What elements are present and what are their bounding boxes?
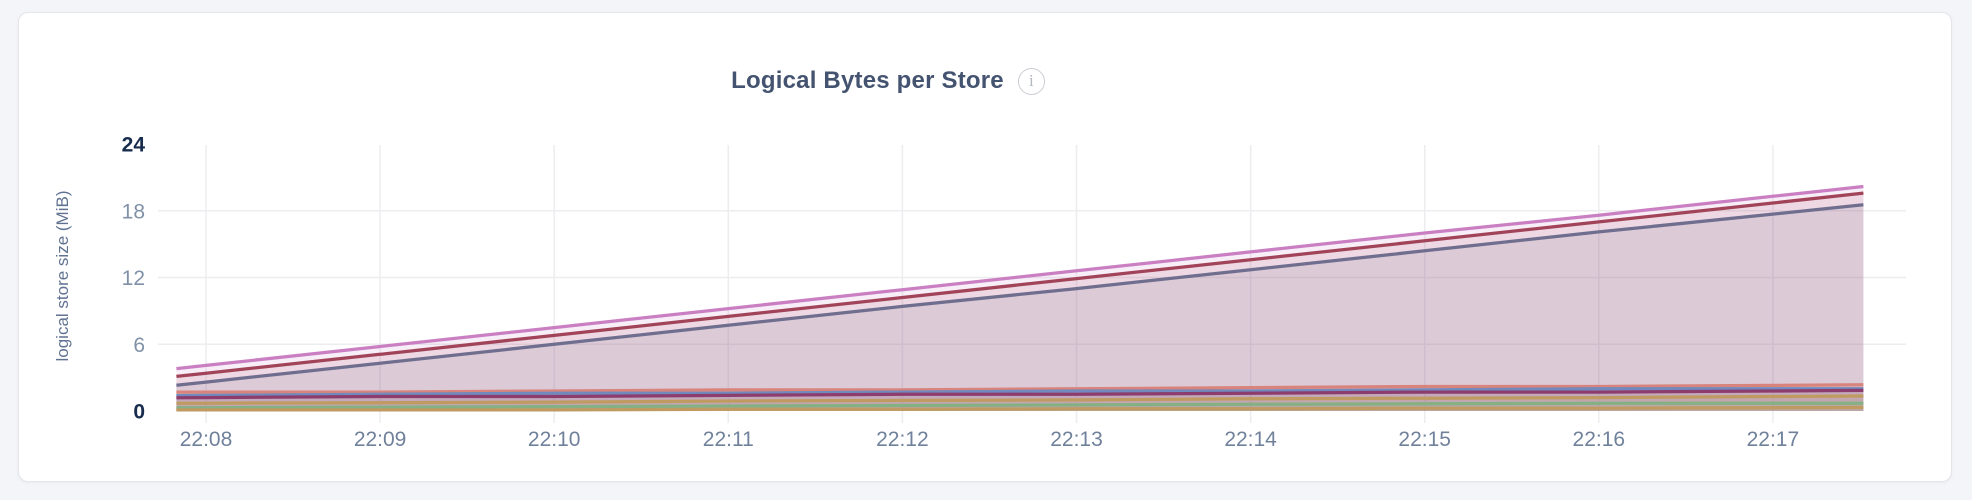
series-lines: [176, 184, 1864, 412]
series-line-store-2: [176, 191, 1864, 379]
x-axis-labels: 22:08 22:09 22:10 22:11 22:12 22:13 22:14 22:15…: [180, 428, 1799, 451]
y-tick-label: 18: [122, 200, 145, 223]
info-icon[interactable]: i: [1017, 67, 1045, 95]
series-line-store-7: [176, 394, 1864, 405]
y-axis-labels: 0 6 12 18 24: [122, 134, 146, 424]
x-tick-label: 22:12: [876, 428, 929, 451]
x-tick-label: 22:11: [703, 428, 754, 451]
x-tick-label: 22:08: [180, 428, 233, 451]
x-tick-label: 22:15: [1398, 428, 1451, 451]
y-tick-label: 12: [122, 267, 145, 290]
chart-header: Logical Bytes per Store i: [0, 65, 1854, 97]
x-tick-label: 22:09: [354, 428, 407, 451]
series-line-store-4: [176, 383, 1864, 394]
gridlines: [158, 145, 1906, 423]
y-tick-label: 6: [133, 334, 145, 357]
series-line-store-3: [176, 203, 1864, 387]
y-tick-label: 0: [133, 401, 145, 424]
x-tick-label: 22:14: [1224, 428, 1277, 451]
y-tick-label: 24: [122, 134, 146, 157]
x-tick-label: 22:17: [1747, 428, 1800, 451]
x-tick-label: 22:16: [1573, 428, 1626, 451]
series-line-store-9: [176, 405, 1864, 412]
x-tick-label: 22:13: [1050, 428, 1103, 451]
x-tick-label: 22:10: [528, 428, 581, 451]
chart-title: Logical Bytes per Store: [731, 67, 1004, 94]
series-line-store-1: [176, 184, 1864, 371]
series-line-store-6: [176, 388, 1864, 400]
series-line-store-8: [176, 401, 1864, 410]
series-area-store-3: [176, 204, 1864, 411]
series-area-store-1: [176, 186, 1864, 411]
series-line-store-5: [176, 387, 1864, 398]
